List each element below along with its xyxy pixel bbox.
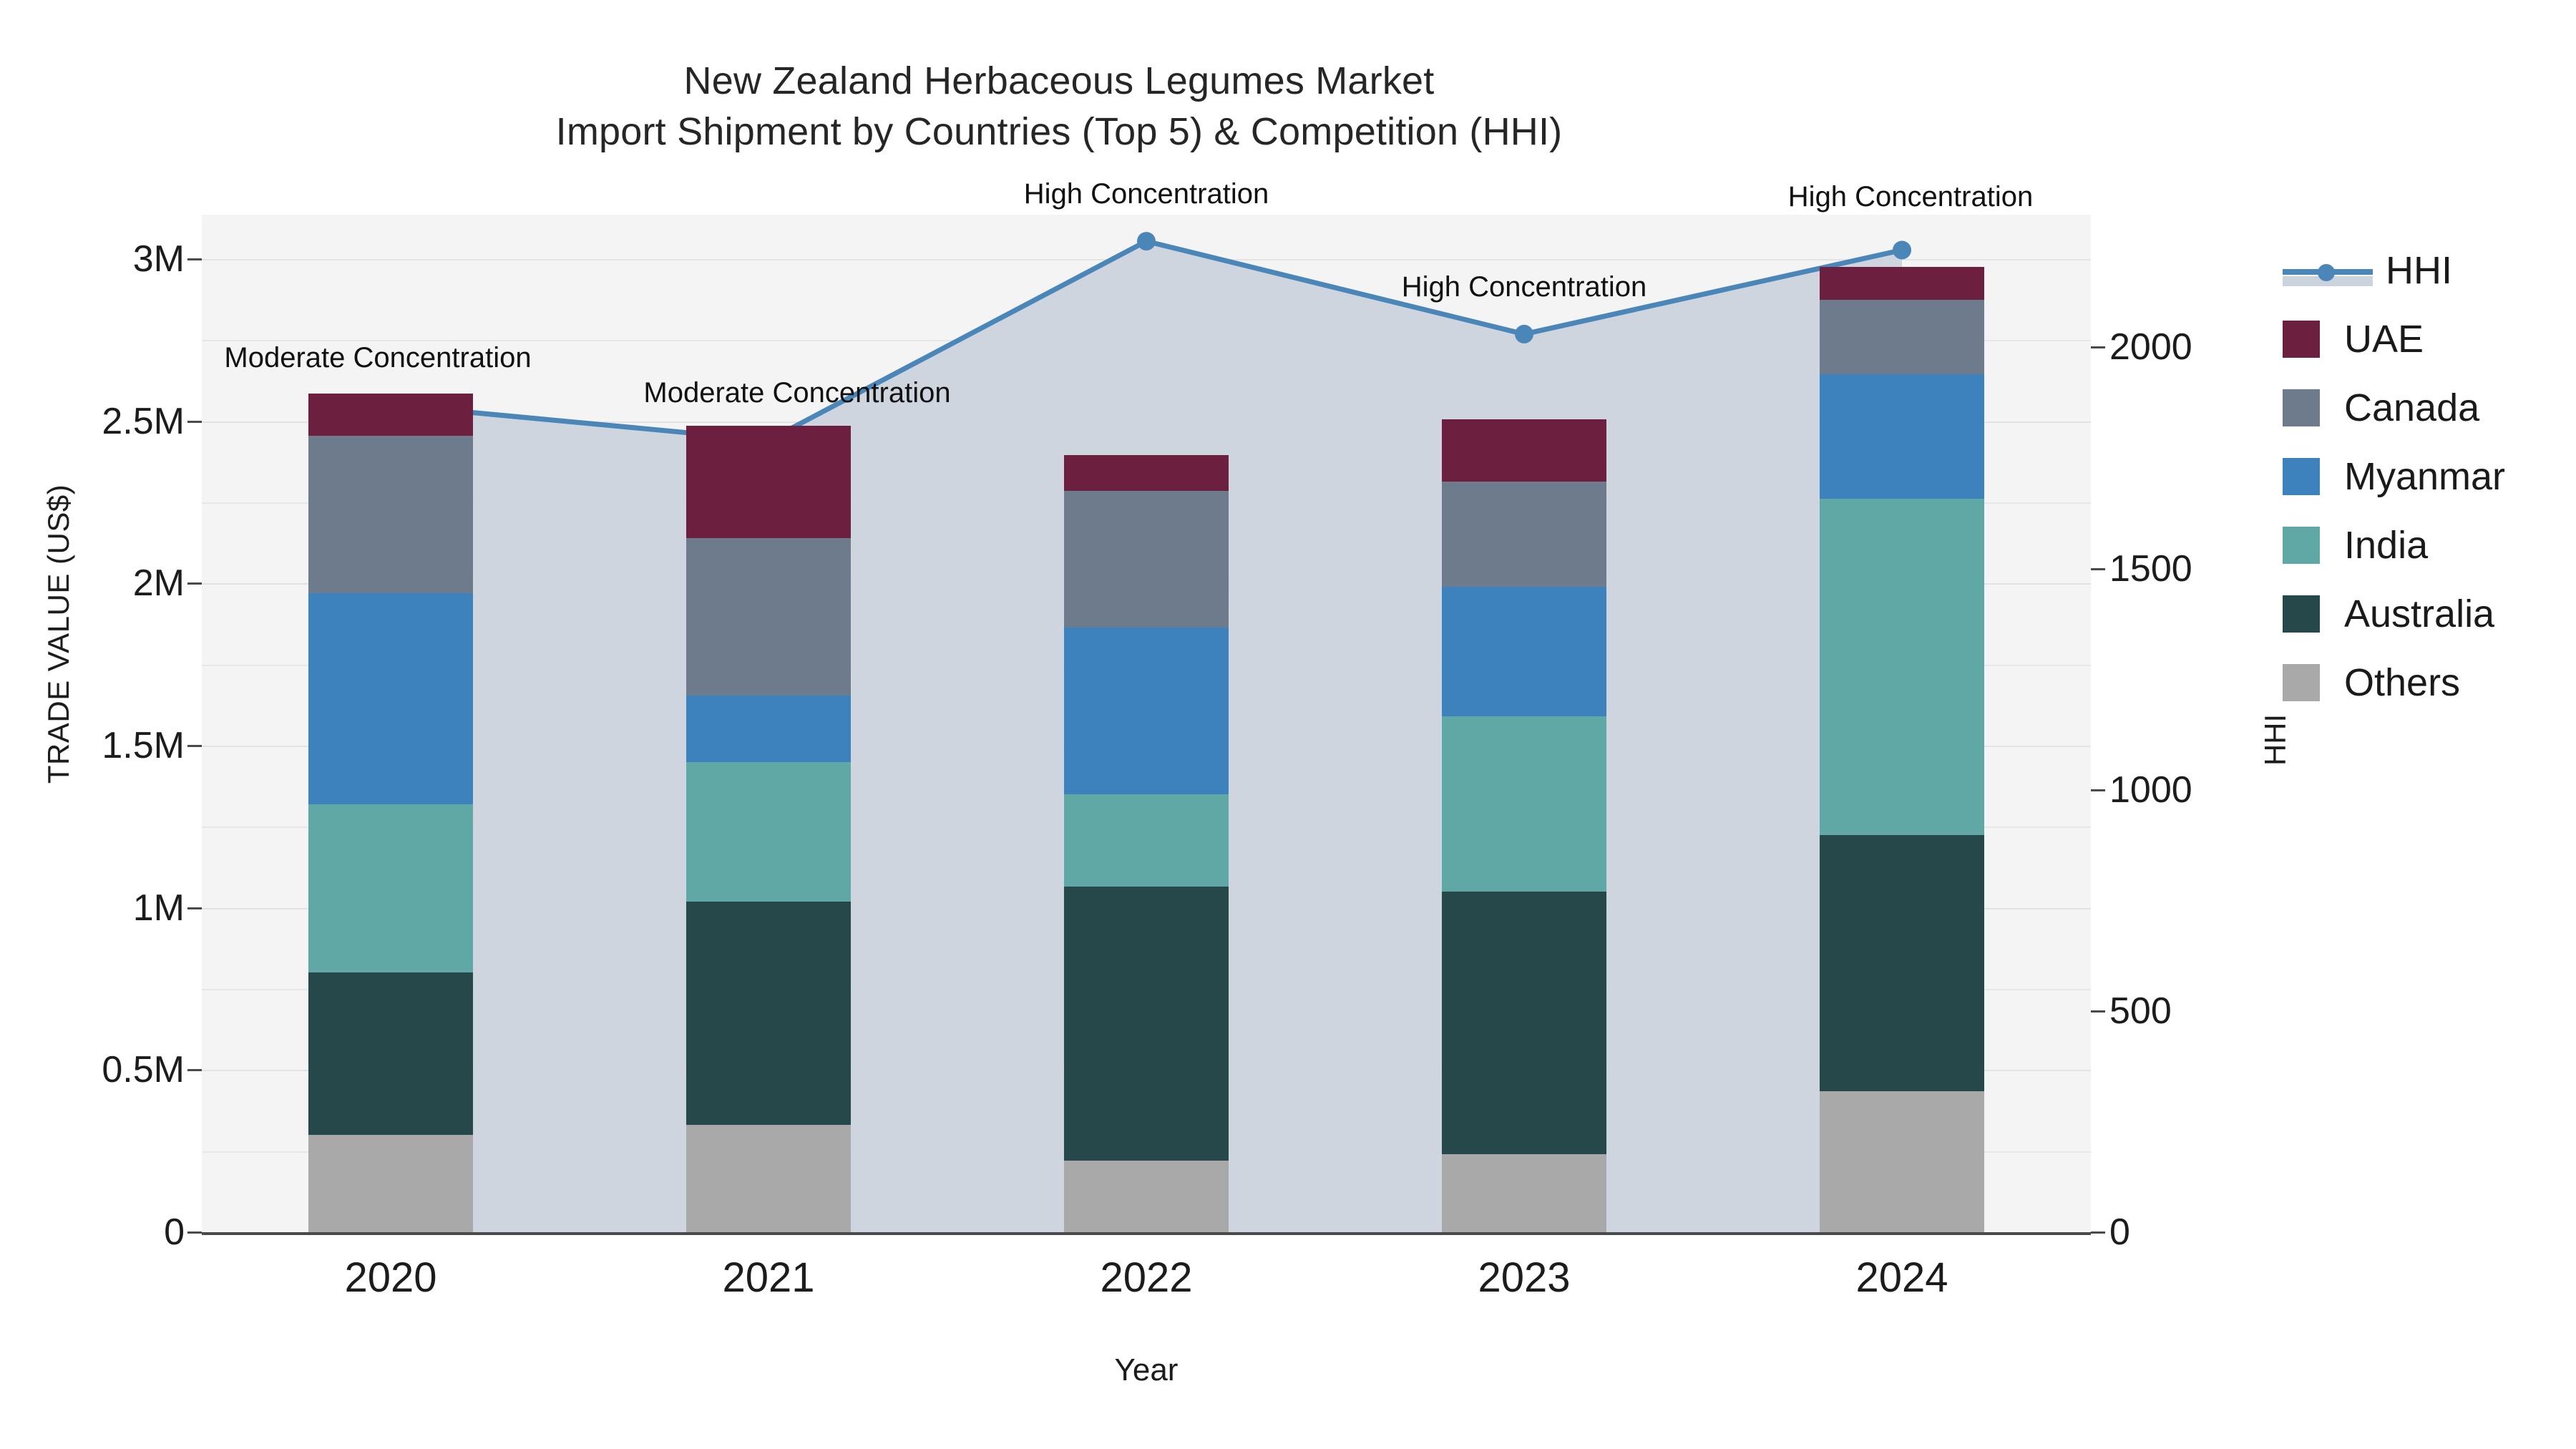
bar-segment-india-2024[interactable] bbox=[1820, 499, 1984, 835]
y-tick-mark-right bbox=[2091, 567, 2105, 570]
bar-segment-australia-2023[interactable] bbox=[1442, 892, 1606, 1155]
legend-swatch-canada bbox=[2283, 389, 2320, 426]
y-tick-mark-left bbox=[187, 582, 202, 585]
legend-label-others: Others bbox=[2344, 661, 2461, 704]
bar-segment-uae-2021[interactable] bbox=[686, 426, 851, 538]
bar-segment-others-2020[interactable] bbox=[308, 1135, 473, 1232]
bar-segment-others-2023[interactable] bbox=[1442, 1154, 1606, 1232]
legend: HHI UAE Canada Myanmar India Australia Others bbox=[2283, 236, 2505, 717]
x-tick-2020: 2020 bbox=[344, 1254, 437, 1301]
y-tick-mark-left bbox=[187, 258, 202, 260]
y-tick-left: 1M bbox=[132, 887, 185, 929]
legend-label-hhi: HHI bbox=[2386, 249, 2452, 292]
y-tick-left: 2M bbox=[132, 562, 185, 605]
annotation-2021: Moderate Concentration bbox=[643, 377, 951, 409]
bar-segment-uae-2020[interactable] bbox=[308, 394, 473, 436]
y-tick-left: 0.5M bbox=[102, 1049, 185, 1091]
bar-segment-myanmar-2022[interactable] bbox=[1064, 627, 1229, 794]
annotation-2023: High Concentration bbox=[1401, 270, 1647, 303]
y-tick-left: 2.5M bbox=[102, 400, 185, 442]
bar-segment-india-2020[interactable] bbox=[308, 804, 473, 973]
y-tick-mark-right bbox=[2091, 1231, 2105, 1234]
legend-item-australia[interactable]: Australia bbox=[2283, 580, 2505, 648]
y-tick-right: 500 bbox=[2109, 990, 2172, 1032]
legend-label-india: India bbox=[2344, 524, 2429, 567]
legend-item-hhi[interactable]: HHI bbox=[2283, 236, 2505, 305]
bar-segment-australia-2024[interactable] bbox=[1820, 834, 1984, 1091]
x-tick-2022: 2022 bbox=[1100, 1254, 1193, 1301]
bar-segment-india-2022[interactable] bbox=[1064, 794, 1229, 887]
bar-segment-uae-2024[interactable] bbox=[1820, 267, 1984, 300]
legend-swatch-india bbox=[2283, 527, 2320, 564]
bar-segment-australia-2020[interactable] bbox=[308, 972, 473, 1135]
legend-item-canada[interactable]: Canada bbox=[2283, 374, 2505, 442]
legend-swatch-myanmar bbox=[2283, 458, 2320, 495]
legend-item-myanmar[interactable]: Myanmar bbox=[2283, 442, 2505, 511]
chart-title: New Zealand Herbaceous Legumes Market Im… bbox=[0, 56, 2118, 158]
y-tick-mark-left bbox=[187, 1069, 202, 1072]
y-tick-mark-right bbox=[2091, 346, 2105, 349]
gridline bbox=[202, 421, 2091, 423]
legend-swatch-uae bbox=[2283, 321, 2320, 358]
y-tick-mark-left bbox=[187, 745, 202, 747]
bar-segment-australia-2021[interactable] bbox=[686, 901, 851, 1126]
legend-label-australia: Australia bbox=[2344, 592, 2495, 635]
y-tick-mark-right bbox=[2091, 1010, 2105, 1013]
x-tick-2021: 2021 bbox=[722, 1254, 815, 1301]
y-tick-right: 0 bbox=[2109, 1211, 2130, 1253]
legend-item-india[interactable]: India bbox=[2283, 511, 2505, 580]
bar-segment-india-2023[interactable] bbox=[1442, 716, 1606, 892]
bar-segment-myanmar-2024[interactable] bbox=[1820, 374, 1984, 499]
y-tick-mark-left bbox=[187, 907, 202, 909]
bar-segment-australia-2022[interactable] bbox=[1064, 887, 1229, 1161]
bar-segment-uae-2022[interactable] bbox=[1064, 455, 1229, 492]
legend-swatch-others bbox=[2283, 664, 2320, 701]
y-tick-right: 1000 bbox=[2109, 769, 2192, 811]
bar-segment-india-2021[interactable] bbox=[686, 761, 851, 902]
bar-segment-others-2021[interactable] bbox=[686, 1125, 851, 1232]
chart-title-line-1: New Zealand Herbaceous Legumes Market bbox=[683, 59, 1435, 102]
bar-segment-canada-2021[interactable] bbox=[686, 537, 851, 696]
bar-segment-myanmar-2023[interactable] bbox=[1442, 586, 1606, 717]
x-axis-line bbox=[202, 1232, 2091, 1235]
x-axis-label: Year bbox=[1114, 1352, 1179, 1387]
legend-swatch-australia bbox=[2283, 595, 2320, 633]
y-tick-left: 1.5M bbox=[102, 725, 185, 766]
y-tick-mark-left bbox=[187, 420, 202, 423]
bar-segment-uae-2023[interactable] bbox=[1442, 419, 1606, 482]
y-tick-right: 2000 bbox=[2109, 326, 2192, 369]
y-tick-mark-right bbox=[2091, 789, 2105, 791]
bar-segment-others-2022[interactable] bbox=[1064, 1161, 1229, 1232]
legend-label-uae: UAE bbox=[2344, 318, 2424, 361]
bar-segment-myanmar-2020[interactable] bbox=[308, 592, 473, 804]
chart-title-line-2: Import Shipment by Countries (Top 5) & C… bbox=[555, 110, 1563, 154]
y-tick-mark-left bbox=[187, 1231, 202, 1234]
bar-segment-canada-2022[interactable] bbox=[1064, 491, 1229, 628]
annotation-2020: Moderate Concentration bbox=[224, 341, 532, 374]
bar-segment-myanmar-2021[interactable] bbox=[686, 695, 851, 762]
legend-item-others[interactable]: Others bbox=[2283, 648, 2505, 717]
y-tick-left: 3M bbox=[132, 238, 185, 280]
bar-segment-others-2024[interactable] bbox=[1820, 1091, 1984, 1232]
y-tick-right: 1500 bbox=[2109, 547, 2192, 590]
legend-label-myanmar: Myanmar bbox=[2344, 455, 2506, 498]
legend-label-canada: Canada bbox=[2344, 386, 2480, 429]
y-axis-left-label: TRADE VALUE (US$) bbox=[42, 484, 75, 784]
annotation-2022: High Concentration bbox=[1023, 178, 1269, 210]
bar-segment-canada-2020[interactable] bbox=[308, 436, 473, 593]
gridline bbox=[202, 259, 2091, 260]
x-tick-2024: 2024 bbox=[1855, 1254, 1948, 1301]
legend-item-uae[interactable]: UAE bbox=[2283, 305, 2505, 374]
y-tick-left: 0 bbox=[164, 1211, 185, 1253]
legend-line-icon bbox=[2283, 252, 2373, 289]
annotation-2024: High Concentration bbox=[1787, 181, 2034, 213]
x-tick-2023: 2023 bbox=[1478, 1254, 1571, 1301]
bar-segment-canada-2024[interactable] bbox=[1820, 299, 1984, 374]
bar-segment-canada-2023[interactable] bbox=[1442, 481, 1606, 587]
